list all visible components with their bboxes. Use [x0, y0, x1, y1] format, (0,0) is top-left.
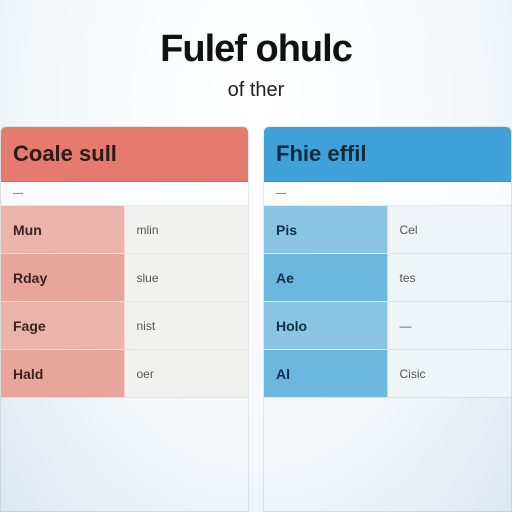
table-row: Rday slue: [1, 254, 248, 302]
left-cell-primary: Fage: [1, 302, 125, 349]
left-panel: Coale sull — Mun mlin Rday slue Fage nis…: [0, 126, 249, 512]
right-cell-primary: Ae: [264, 254, 388, 301]
right-cell-secondary: Cisic: [388, 350, 512, 397]
right-panel-header: Fhie effil: [264, 127, 511, 182]
page-subtitle: of ther: [228, 79, 285, 102]
left-cell-secondary: oer: [125, 350, 249, 397]
table-row: Pis Cel: [264, 206, 511, 254]
page-title: Fulef ohulc: [160, 28, 352, 71]
right-panel-subhead: —: [264, 182, 511, 206]
left-cell-primary: Hald: [1, 350, 125, 397]
right-cell-primary: Holo: [264, 302, 388, 349]
left-rows: Mun mlin Rday slue Fage nist Hald oer: [1, 206, 248, 398]
table-row: Holo —: [264, 302, 511, 350]
left-cell-secondary: mlin: [125, 206, 249, 253]
comparison-panels: Coale sull — Mun mlin Rday slue Fage nis…: [0, 126, 512, 512]
table-row: Hald oer: [1, 350, 248, 398]
left-cell-secondary: slue: [125, 254, 249, 301]
right-cell-secondary: tes: [388, 254, 512, 301]
table-row: Ae tes: [264, 254, 511, 302]
left-panel-header: Coale sull: [1, 127, 248, 182]
left-cell-primary: Rday: [1, 254, 125, 301]
table-row: Fage nist: [1, 302, 248, 350]
right-panel: Fhie effil — Pis Cel Ae tes Holo — Al Ci…: [263, 126, 512, 512]
right-cell-secondary: Cel: [388, 206, 512, 253]
left-panel-subhead: —: [1, 182, 248, 206]
table-row: Mun mlin: [1, 206, 248, 254]
left-cell-primary: Mun: [1, 206, 125, 253]
right-cell-primary: Pis: [264, 206, 388, 253]
table-row: Al Cisic: [264, 350, 511, 398]
left-cell-secondary: nist: [125, 302, 249, 349]
right-cell-secondary: —: [388, 302, 512, 349]
right-rows: Pis Cel Ae tes Holo — Al Cisic: [264, 206, 511, 398]
right-cell-primary: Al: [264, 350, 388, 397]
